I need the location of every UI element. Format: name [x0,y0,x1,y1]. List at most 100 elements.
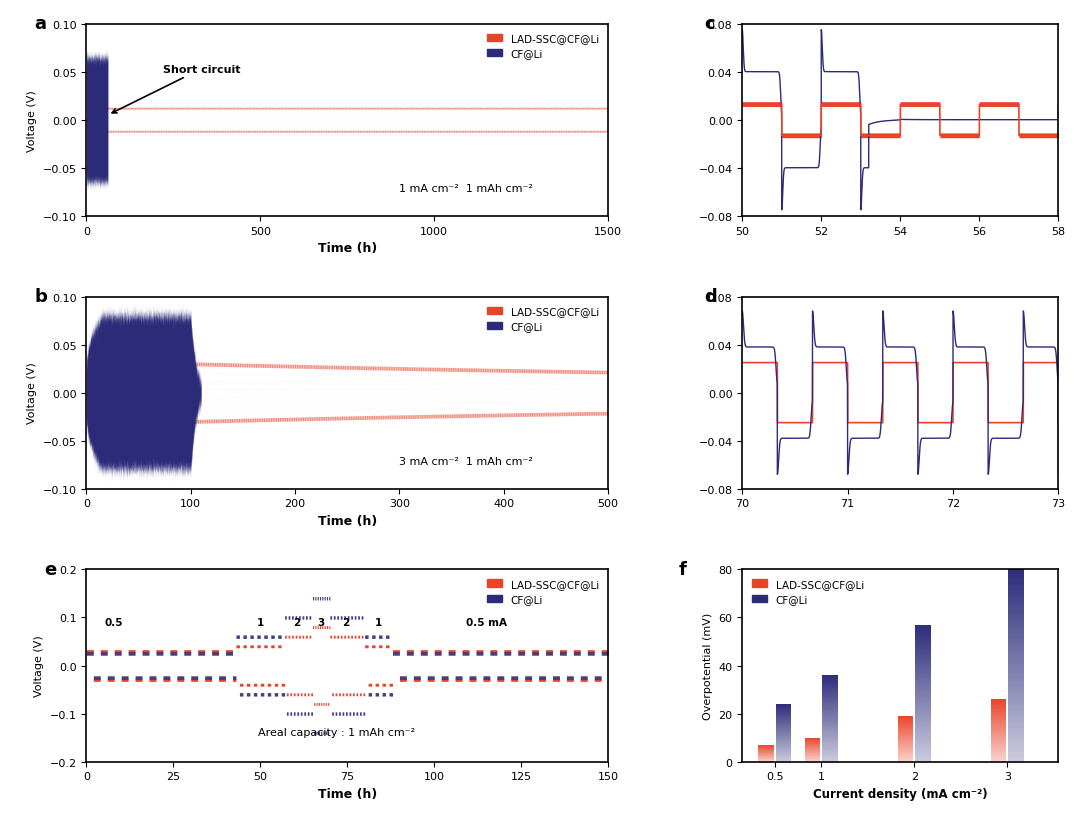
Bar [915,727,931,729]
Bar [1008,642,1024,644]
Bar [1008,577,1024,579]
Bar [915,664,931,666]
Bar [915,678,931,680]
Bar [1008,690,1024,692]
Bar [1008,640,1024,642]
Bar [822,683,838,684]
Bar [915,735,931,736]
Bar [915,625,931,627]
Bar [1008,692,1024,695]
Text: a: a [35,15,46,33]
Bar [1008,627,1024,630]
Bar [915,722,931,724]
Bar [1008,668,1024,671]
Bar [915,676,931,678]
Bar [915,751,931,753]
Bar [822,761,838,762]
Bar [915,748,931,749]
Bar [1008,711,1024,713]
Bar [822,751,838,752]
Bar [822,681,838,683]
Bar [822,744,838,745]
Bar [822,725,838,726]
X-axis label: Current density (mA cm⁻²): Current density (mA cm⁻²) [813,787,987,800]
Bar [915,672,931,675]
Bar [822,731,838,732]
Bar [822,724,838,725]
Bar [1008,658,1024,661]
Bar [915,712,931,714]
Bar [915,708,931,710]
Bar [822,739,838,740]
Bar [822,741,838,742]
Bar [822,684,838,685]
Bar [1008,697,1024,699]
Bar [1008,570,1024,572]
Bar [822,734,838,735]
Bar [1008,584,1024,586]
Bar [1008,676,1024,677]
Y-axis label: Voltage (V): Voltage (V) [33,635,44,696]
Bar [1008,601,1024,604]
Bar [915,666,931,667]
Bar [915,705,931,707]
Bar [915,671,931,672]
Bar [915,721,931,722]
Bar [1008,726,1024,728]
Bar [1008,649,1024,651]
Bar [822,687,838,688]
Bar [822,704,838,705]
Bar [1008,709,1024,711]
Bar [822,735,838,737]
Bar [822,713,838,714]
Bar [1008,716,1024,718]
Bar [915,704,931,705]
X-axis label: Time (h): Time (h) [318,242,377,255]
Bar [822,705,838,707]
Bar [822,747,838,748]
Bar [915,757,931,758]
Bar [822,712,838,713]
Bar [1008,615,1024,618]
Bar [1008,747,1024,749]
Bar [822,720,838,721]
Bar [915,753,931,755]
Bar [915,740,931,741]
Bar [1008,608,1024,610]
Bar [1008,663,1024,666]
Bar [1008,586,1024,589]
Bar [1008,632,1024,635]
Bar [1008,687,1024,690]
Bar [822,715,838,717]
Bar [822,723,838,724]
Bar [822,677,838,678]
Legend: LAD-SSC@CF@Li, CF@Li: LAD-SSC@CF@Li, CF@Li [483,302,603,336]
Y-axis label: Voltage (V): Voltage (V) [27,362,37,424]
Bar [822,691,838,693]
Bar [1008,625,1024,627]
Bar [915,685,931,686]
Text: f: f [679,560,687,578]
Bar [915,669,931,671]
Bar [822,717,838,718]
Bar [822,699,838,700]
Legend: LAD-SSC@CF@Li, CF@Li: LAD-SSC@CF@Li, CF@Li [483,29,603,63]
Bar [1008,721,1024,723]
Bar [822,748,838,749]
Bar [1008,718,1024,721]
Bar [1008,581,1024,584]
Bar [915,731,931,733]
Bar [915,680,931,681]
Bar [1008,596,1024,599]
Legend: LAD-SSC@CF@Li, CF@Li: LAD-SSC@CF@Li, CF@Li [483,575,603,609]
Bar [822,754,838,755]
Bar [915,694,931,695]
Bar [915,700,931,702]
Bar [822,676,838,677]
Text: 0.5 mA: 0.5 mA [465,617,507,627]
Bar [822,727,838,728]
Bar [915,686,931,688]
Bar [915,681,931,683]
Bar [915,633,931,636]
Bar [822,710,838,711]
